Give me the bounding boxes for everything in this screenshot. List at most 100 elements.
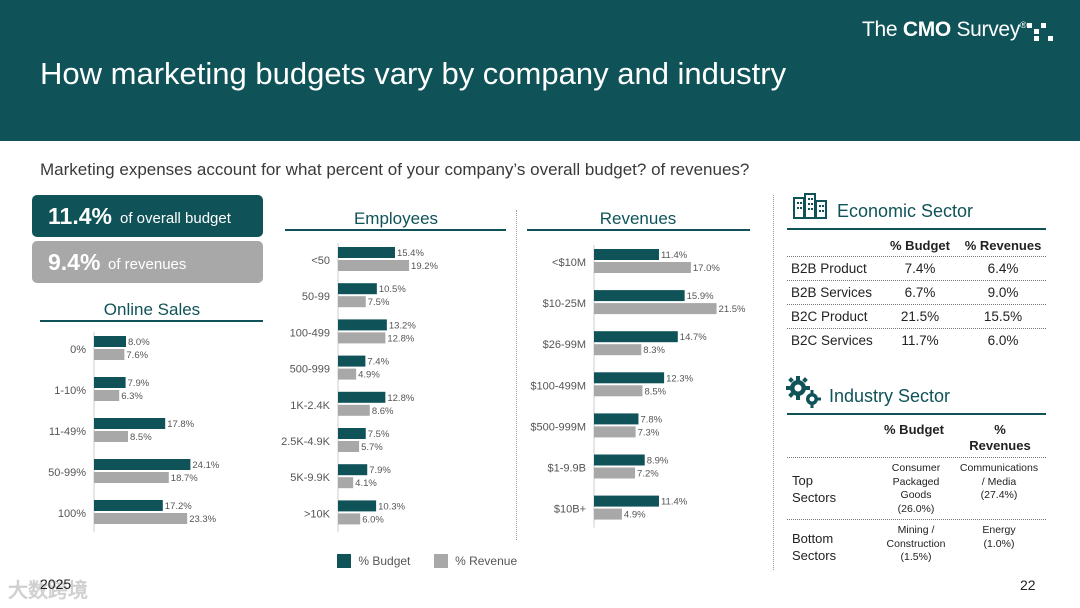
data-label-revenue: 8.5% [644,386,666,397]
industry-sector-title: Industry Sector [829,386,951,406]
bar-revenue [594,262,691,273]
category-label: 50-99 [302,291,330,303]
bottom-sectors-label: Bottom Sectors [792,530,836,564]
legend-revenue-swatch [433,553,448,568]
top-budget-line: Goods [900,489,932,501]
data-label-revenue: 7.6% [126,350,148,361]
top-budget-line: Packaged [892,475,940,488]
category-label: $500-999M [530,421,586,433]
bottom-sector-revenues: Energy (1.0%) [955,524,1043,551]
data-label-revenue: 5.7% [361,442,383,453]
category-label: $10-25M [543,298,586,310]
watermark: 大数跨境 [8,580,88,602]
footer-year: 2025 [40,576,72,592]
data-label-revenue: 19.2% [411,261,438,272]
economic-row-revenues: 9.0% [987,285,1019,300]
bar-revenue [594,303,717,315]
top-revenues-line: (27.4%) [980,489,1018,501]
economic-row-rule [787,304,1046,305]
brand-bold: CMO [902,18,951,41]
data-label-revenue: 4.1% [355,478,377,489]
bottom-revenues-line: Energy [982,524,1016,536]
data-label-revenue: 7.2% [637,469,659,480]
bar-budget [594,454,645,466]
bottom-sectors-label-2: Sectors [792,548,837,563]
data-label-revenue: 21.5% [719,304,746,315]
top-sectors-label-1: Top [792,473,813,488]
chart-title: Online Sales [104,300,200,319]
data-label-budget: 7.4% [367,357,389,368]
economic-sector-title: Economic Sector [837,201,974,221]
category-label: $26-99M [543,339,586,351]
bar-revenue [94,472,169,483]
buildings-icon [793,193,827,219]
top-revenues-line: Communications [959,462,1039,474]
brand-pre: The [862,18,903,41]
data-label-revenue: 17.0% [693,263,720,274]
bottom-budget-line: Construction [886,537,946,550]
bar-budget [94,459,191,470]
data-label-revenue: 6.3% [121,391,143,402]
bar-revenue [594,385,643,397]
data-label-budget: 10.3% [378,501,405,512]
industry-rule-1 [787,457,1046,458]
category-label: <$10M [552,257,586,269]
industry-col-revenues: % Revenues [958,422,1042,454]
economic-row-label: B2C Services [791,333,873,348]
bar-budget [594,331,678,343]
bar-revenue [338,513,361,525]
economic-row-budget: 6.7% [904,285,936,300]
data-label-budget: 8.9% [647,456,669,467]
industry-col-budget: % Budget [884,422,944,437]
data-label-budget: 24.1% [192,460,219,471]
category-label: 11-49% [49,426,86,438]
data-label-revenue: 4.9% [624,510,646,521]
chart-title: Employees [354,209,438,228]
category-label: 0% [70,344,86,356]
data-label-revenue: 12.8% [387,333,414,344]
legend-budget-swatch [337,553,351,568]
top-budget-line: Consumer [891,462,941,474]
top-sector-budget: Consumer Packaged Goods (26.0%) [872,462,960,516]
economic-col-revenues: % Revenues [964,238,1042,253]
data-label-revenue: 4.9% [358,370,380,381]
top-sector-revenues: Communications / Media (27.4%) [955,462,1043,503]
data-label-budget: 8.0% [128,337,150,348]
bottom-budget-line: (1.5%) [900,551,932,563]
economic-row-revenues: 15.5% [983,309,1023,324]
bar-revenue [338,441,360,452]
category-label: >10K [304,508,331,520]
bar-revenue [338,368,357,380]
data-label-budget: 14.7% [680,332,707,343]
budget-stat-box: 11.4% of overall budget [32,195,263,237]
category-label: 1K-2.4K [290,400,330,412]
category-label: 500-999 [290,364,330,376]
legend-budget-label: % Budget [358,553,411,568]
bar-revenue [594,508,622,520]
bar-revenue [94,513,188,524]
bar-revenue [338,477,354,489]
bottom-revenues-line: (1.0%) [983,537,1015,550]
category-label: $1-9.9B [547,463,586,475]
economic-row-budget: 11.7% [901,333,939,348]
data-label-budget: 7.5% [368,429,390,440]
economic-row-rule [787,280,1046,281]
economic-row-label: B2C Product [791,309,868,324]
data-label-budget: 12.3% [666,373,693,384]
category-label: 100-499 [290,327,330,339]
bar-budget [94,418,166,429]
revenue-stat-label: of revenues [108,256,187,273]
data-label-revenue: 7.3% [638,427,660,438]
bar-revenue [94,349,125,360]
economic-row-budget: 21.5% [900,309,940,324]
page-number: 22 [1020,577,1036,593]
economic-row-revenues: 6.4% [987,261,1019,276]
bar-revenue [94,390,120,401]
header-band [0,0,1080,141]
economic-row-rule [787,256,1046,257]
bar-budget [338,391,386,403]
economic-row-budget: 7.4% [904,261,936,276]
data-label-budget: 15.4% [397,248,424,259]
economic-row-revenues: 6.0% [987,333,1019,348]
bar-revenue [338,260,410,271]
